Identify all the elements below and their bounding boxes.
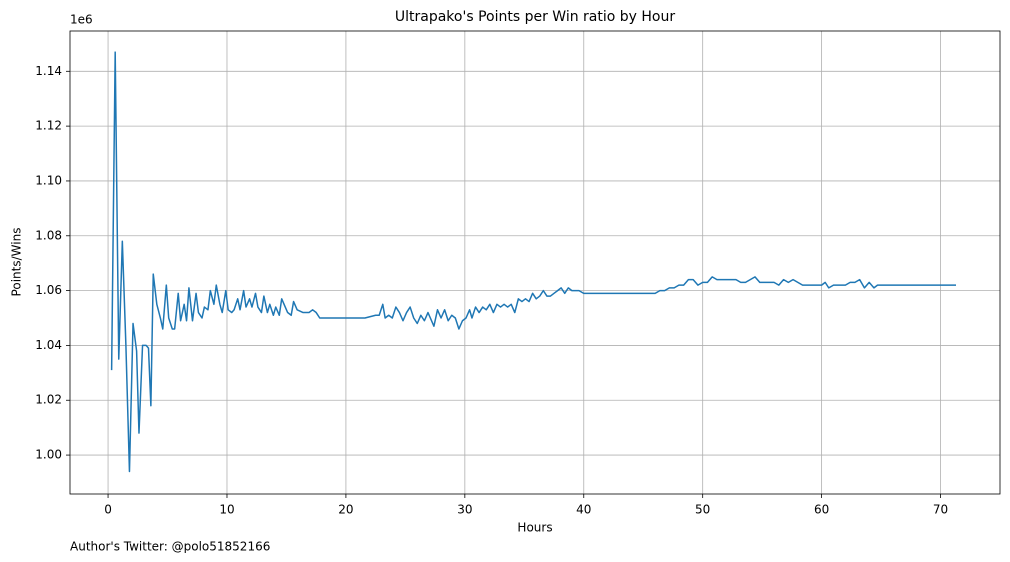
- x-tick-label: 50: [695, 503, 710, 517]
- plot-frame: [69, 30, 1001, 495]
- offset-text: 1e6: [70, 13, 93, 27]
- y-axis-label: Points/Wins: [10, 228, 24, 297]
- x-tick-label: 30: [457, 503, 472, 517]
- x-tick-label: 70: [933, 503, 948, 517]
- chart-title: Ultrapako's Points per Win ratio by Hour: [395, 9, 675, 25]
- y-tick-label: 1.00: [35, 448, 62, 462]
- footnote: Author's Twitter: @polo51852166: [70, 540, 270, 554]
- y-tick-label: 1.12: [35, 119, 62, 133]
- x-tick-label: 10: [219, 503, 234, 517]
- x-tick-label: 0: [104, 503, 112, 517]
- y-tick-label: 1.08: [35, 228, 62, 242]
- x-tick-label: 20: [338, 503, 353, 517]
- y-tick-label: 1.06: [35, 283, 62, 297]
- y-tick-label: 1.14: [35, 64, 62, 78]
- y-tick-label: 1.10: [35, 173, 62, 187]
- x-axis-label: Hours: [517, 521, 552, 535]
- data-line: [110, 51, 956, 473]
- x-tick-label: 60: [814, 503, 829, 517]
- y-tick-label: 1.02: [35, 393, 62, 407]
- y-tick-label: 1.04: [35, 338, 62, 352]
- x-tick-label: 40: [576, 503, 591, 517]
